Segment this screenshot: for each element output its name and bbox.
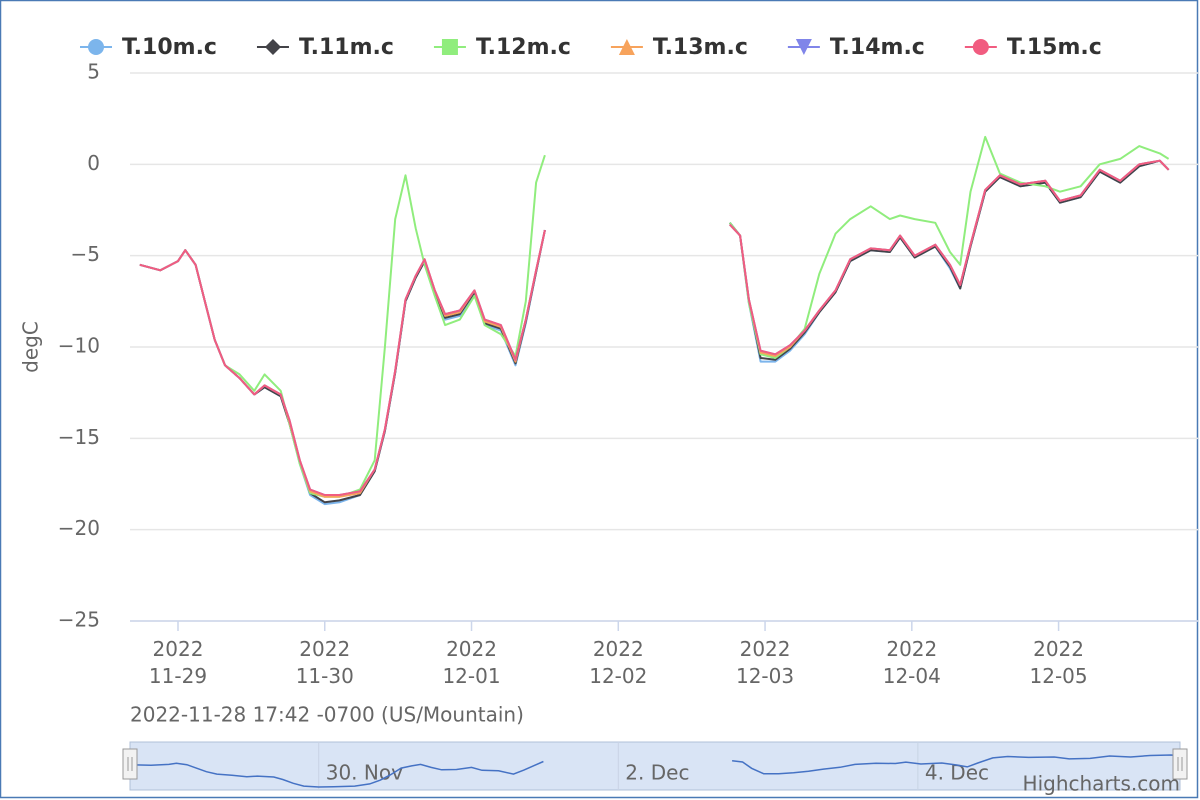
- subtitle: 2022-11-28 17:42 -0700 (US/Mountain): [130, 703, 524, 727]
- navigator-handle[interactable]: [1172, 748, 1188, 780]
- y-tick-label: 0: [87, 151, 100, 175]
- legend-text[interactable]: T.14m.c: [830, 35, 925, 60]
- legend-marker: [618, 39, 635, 55]
- x-tick-label-line: 11-29: [149, 664, 207, 688]
- navigator-line: [129, 754, 1181, 788]
- x-tick-label-line: 12-05: [1030, 664, 1088, 688]
- legend-text[interactable]: T.10m.c: [122, 35, 217, 60]
- y-tick-label: −5: [71, 242, 100, 266]
- x-tick-label-line: 2022: [740, 637, 791, 661]
- legend-marker: [441, 39, 458, 55]
- series-line: [139, 159, 1170, 496]
- legend-text[interactable]: T.12m.c: [476, 35, 571, 60]
- x-tick-label-line: 12-03: [736, 664, 794, 688]
- x-tick-label-line: 2022: [153, 637, 204, 661]
- x-tick-label-line: 12-01: [442, 664, 500, 688]
- x-tick-label: 2022 12-02: [589, 637, 647, 688]
- x-tick-label-line: 11-30: [296, 664, 354, 688]
- x-tick-label-line: 12-02: [589, 664, 647, 688]
- y-axis-title: degC: [19, 321, 43, 373]
- x-tick-label-line: 2022: [886, 637, 937, 661]
- x-tick-label: 2022 12-04: [883, 637, 941, 688]
- x-tick-label-line: 2022: [593, 637, 644, 661]
- x-tick-label: 2022 12-05: [1030, 637, 1088, 688]
- y-tick-label: −25: [58, 608, 100, 632]
- legend-marker: [88, 39, 104, 55]
- legend-marker: [795, 39, 812, 55]
- y-tick-label: −20: [58, 516, 100, 540]
- y-tick-label: −10: [58, 334, 100, 358]
- navigator-handle[interactable]: [122, 748, 138, 780]
- x-tick-label-line: 12-04: [883, 664, 941, 688]
- x-tick-label: 2022 11-29: [149, 637, 207, 688]
- legend-marker: [972, 39, 989, 55]
- x-tick-label-line: 2022: [299, 637, 350, 661]
- x-tick-label-line: 2022: [446, 637, 497, 661]
- legend-marker: [264, 39, 281, 55]
- credits[interactable]: Highcharts.com: [1023, 772, 1180, 796]
- x-tick-label: 2022 12-01: [442, 637, 500, 688]
- legend-text[interactable]: T.15m.c: [1007, 35, 1102, 60]
- navigator-tick-label: 2. Dec: [625, 761, 689, 785]
- legend-text[interactable]: T.13m.c: [653, 35, 748, 60]
- x-tick-label-line: 2022: [1033, 637, 1084, 661]
- x-tick-label: 2022 12-03: [736, 637, 794, 688]
- x-tick-label: 2022 11-30: [296, 637, 354, 688]
- navigator-tick-label: 30. Nov: [326, 761, 403, 785]
- y-tick-label: 5: [87, 60, 100, 84]
- navigator-bg: [129, 741, 1181, 791]
- y-tick-label: −15: [58, 425, 100, 449]
- legend-text[interactable]: T.11m.c: [299, 35, 394, 60]
